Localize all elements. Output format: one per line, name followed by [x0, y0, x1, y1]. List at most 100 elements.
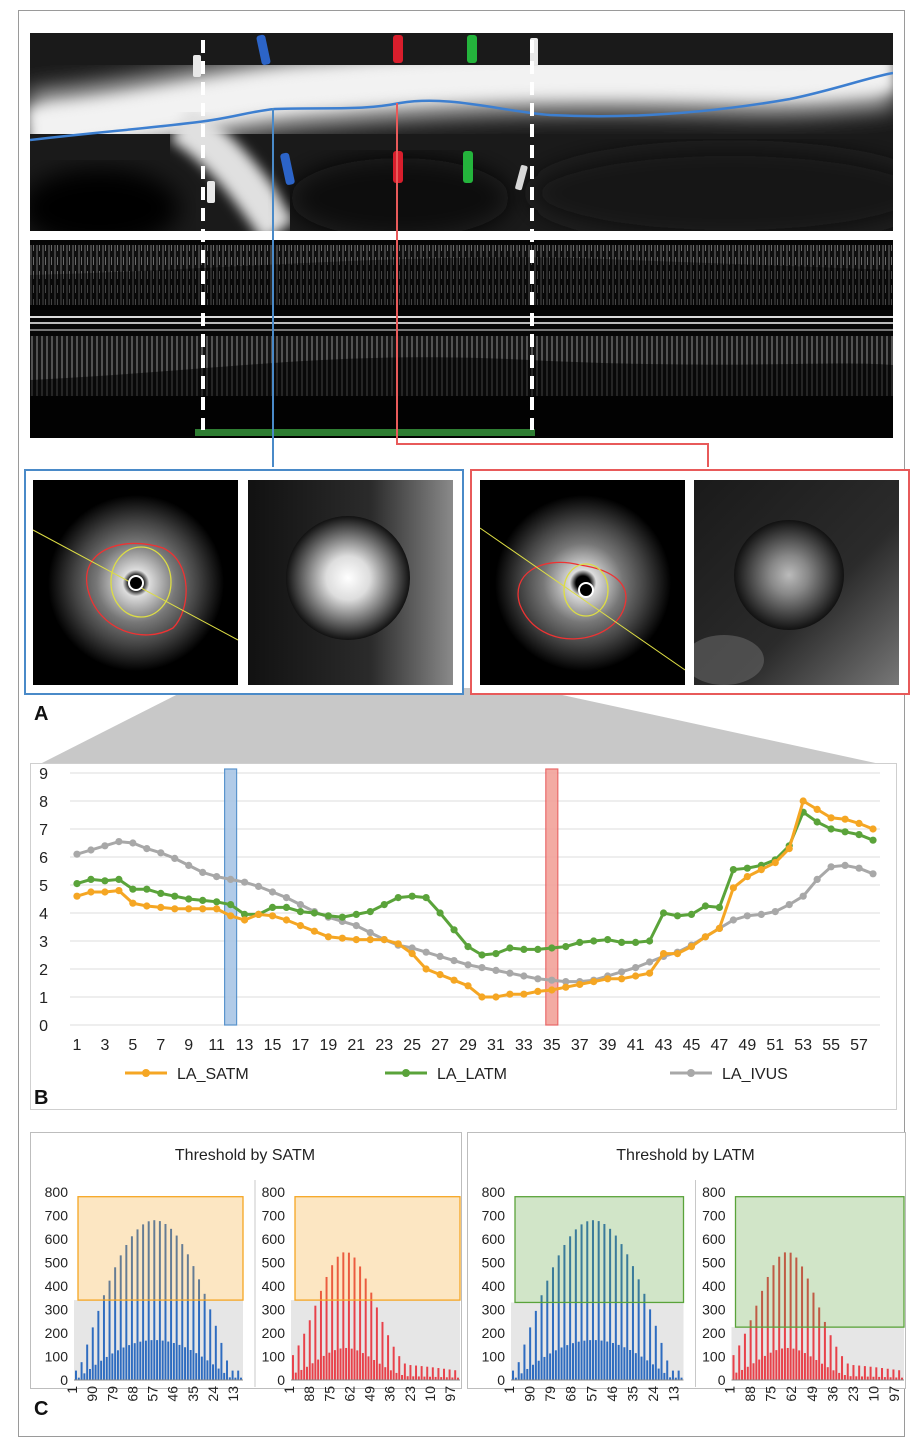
histogram-bar — [761, 1290, 764, 1380]
y-tick-label: 500 — [482, 1255, 506, 1271]
data-point — [240, 878, 249, 886]
histogram-bar — [361, 1353, 364, 1380]
data-point — [171, 854, 179, 862]
data-point — [310, 927, 318, 935]
histogram-bar — [303, 1333, 306, 1380]
histogram-bar — [342, 1252, 345, 1380]
histogram-bar — [347, 1252, 350, 1380]
histogram-bar — [111, 1353, 114, 1380]
data-point — [673, 950, 682, 958]
data-point — [338, 934, 346, 942]
data-point — [506, 969, 514, 977]
histogram-bar — [406, 1376, 409, 1380]
data-point — [548, 986, 556, 994]
histogram-bar — [423, 1376, 426, 1380]
data-point — [576, 938, 584, 946]
x-tick-label: 936 — [824, 1386, 840, 1402]
histogram-bar — [175, 1235, 178, 1380]
data-point — [380, 901, 388, 909]
histogram-bar — [523, 1344, 526, 1380]
histogram-bar — [606, 1341, 609, 1380]
histogram-bar — [866, 1376, 869, 1380]
data-point — [869, 825, 877, 833]
y-tick-label: 8 — [39, 794, 48, 811]
histogram-bar — [116, 1350, 119, 1380]
histogram-bar — [212, 1364, 215, 1380]
data-point — [520, 945, 528, 953]
data-point — [240, 916, 249, 924]
data-point — [869, 870, 877, 878]
y-tick-label: 7 — [39, 822, 48, 839]
histogram-bar — [861, 1376, 864, 1380]
histogram-bar — [818, 1307, 821, 1380]
histogram-bar — [569, 1236, 572, 1380]
histogram-bar — [806, 1278, 809, 1380]
histogram-bar — [237, 1370, 240, 1380]
x-tick-label: 1513 — [225, 1386, 241, 1402]
histogram-bar — [620, 1244, 623, 1380]
data-point — [129, 839, 137, 847]
data-point — [324, 933, 332, 941]
data-point — [422, 948, 430, 956]
histogram-bar — [128, 1345, 131, 1380]
data-point — [227, 875, 235, 883]
histogram-bar — [322, 1355, 325, 1380]
y-tick-label: 500 — [45, 1255, 69, 1271]
histogram-bar — [420, 1366, 423, 1380]
y-tick-label: 100 — [45, 1349, 69, 1365]
data-point — [869, 836, 877, 844]
histogram-bar — [823, 1321, 826, 1380]
data-point — [492, 950, 500, 958]
histogram-bar — [841, 1356, 844, 1380]
series-line-LA_SATM — [76, 798, 874, 999]
histogram-bar — [671, 1370, 674, 1380]
x-tick-label: 7 — [156, 1037, 165, 1054]
histogram-bar — [795, 1257, 798, 1380]
data-point — [757, 910, 765, 918]
histogram-bar — [597, 1221, 600, 1380]
histogram-bar — [350, 1348, 353, 1380]
data-point — [115, 838, 123, 846]
y-tick-label: 100 — [262, 1349, 286, 1365]
x-tick-label: 946 — [165, 1386, 181, 1402]
data-point — [408, 944, 416, 952]
y-tick-label: 200 — [482, 1325, 506, 1341]
histogram-bar — [892, 1369, 895, 1380]
y-tick-label: 500 — [702, 1255, 726, 1271]
histogram-bar — [122, 1347, 125, 1380]
y-tick-label: 5 — [39, 878, 48, 895]
histogram-group-title: Threshold by SATM — [175, 1147, 315, 1164]
histogram-bar — [881, 1368, 884, 1380]
histogram-bar — [600, 1340, 603, 1380]
data-point — [185, 905, 193, 913]
histogram-bar — [649, 1309, 652, 1380]
histogram-bar — [178, 1344, 181, 1380]
data-point — [87, 875, 95, 883]
x-tick-label: 568 — [124, 1386, 140, 1402]
x-tick-label: 21 — [347, 1037, 365, 1054]
histogram-bar — [220, 1342, 223, 1380]
histogram-bar — [434, 1376, 437, 1380]
data-point — [729, 884, 737, 892]
y-tick-label: 600 — [45, 1231, 69, 1247]
x-tick-label: 23 — [375, 1037, 393, 1054]
data-point — [143, 885, 151, 893]
histogram-bar — [640, 1356, 643, 1380]
histogram-bar — [339, 1348, 342, 1380]
legend-marker — [687, 1069, 695, 1077]
data-point — [618, 975, 626, 983]
y-tick-label: 500 — [262, 1255, 286, 1271]
histogram-bar — [102, 1295, 105, 1380]
histogram-bar — [657, 1368, 660, 1380]
y-tick-label: 300 — [262, 1302, 286, 1318]
histogram-bar — [669, 1377, 672, 1380]
y-tick-label: 6 — [39, 850, 48, 867]
data-point — [408, 950, 416, 958]
histogram-bar — [666, 1360, 669, 1380]
histogram-bar — [769, 1352, 772, 1380]
histogram-bar — [114, 1267, 117, 1380]
histogram-bar — [846, 1363, 849, 1380]
histogram-bar — [105, 1356, 108, 1380]
x-tick-label: 1324 — [205, 1386, 221, 1402]
histogram-bar — [240, 1377, 242, 1380]
